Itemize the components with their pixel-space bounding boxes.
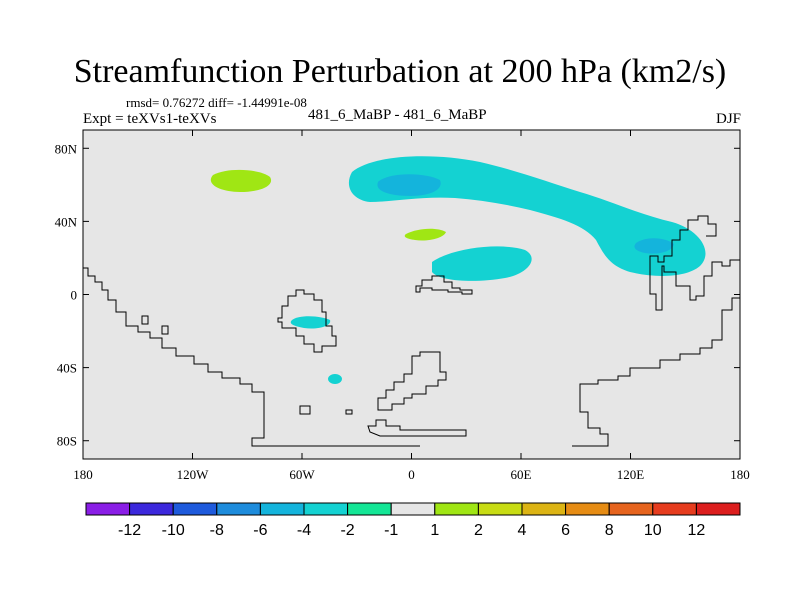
colorbar-label: -4 <box>297 522 311 539</box>
anomaly-south-america-low <box>290 316 331 329</box>
stats-text: rmsd= 0.76272 diff= -1.44991e-08 <box>126 95 307 110</box>
lon-tick-label: 60W <box>289 467 315 482</box>
lon-tick-label: 120W <box>177 467 210 482</box>
colorbar-swatch <box>390 502 436 516</box>
colorbar-label: 10 <box>644 522 662 539</box>
colorbar-swatch <box>259 502 305 516</box>
longitude-axis: 180 120W 60W 0 60E 120E 180 <box>73 130 750 482</box>
anomaly-central-pacific-ridge <box>147 239 214 279</box>
anomaly-north-pacific-high <box>150 151 308 209</box>
colorbar-label: -8 <box>210 522 224 539</box>
case-label: 481_6_MaBP - 481_6_MaBP <box>308 107 487 123</box>
colorbar-label: -2 <box>340 522 354 539</box>
colorbar-swatch <box>608 502 654 516</box>
lat-tick-label: 80N <box>55 141 78 156</box>
lat-tick-label: 40N <box>55 214 78 229</box>
colorbar-label: 4 <box>518 522 527 539</box>
anomaly-southern-ocean-high <box>438 364 540 381</box>
colorbar-label: -6 <box>253 522 267 539</box>
lon-tick-label: 180 <box>73 467 93 482</box>
colorbar-swatch <box>695 502 741 516</box>
anomaly-atlantic-europe-low <box>348 156 706 276</box>
plot-title: Streamfunction Perturbation at 200 hPa (… <box>73 53 727 90</box>
colorbar-label: 6 <box>561 522 570 539</box>
colorbar-label: 12 <box>688 522 706 539</box>
coastlines <box>83 215 740 447</box>
experiment-label: Expt = teXVs1-teXVs <box>83 111 217 127</box>
anomaly-sw-pacific-high <box>600 300 677 343</box>
lon-tick-label: 120E <box>617 467 645 482</box>
colorbar-swatch <box>565 502 610 516</box>
colorbar-swatch <box>434 502 479 516</box>
colorbar-swatch <box>129 502 174 516</box>
anomaly-field <box>83 151 740 447</box>
latitude-axis: 80N 40N 0 40S 80S <box>55 141 740 449</box>
lon-tick-label: 180 <box>730 467 750 482</box>
colorbar-label: -12 <box>118 522 141 539</box>
colorbar-swatch <box>477 502 523 516</box>
lat-tick-label: 40S <box>57 361 77 376</box>
colorbar-swatch <box>303 502 349 516</box>
lat-tick-label: 80S <box>57 434 77 449</box>
season-label: DJF <box>715 111 741 127</box>
colorbar-label: -1 <box>384 522 398 539</box>
colorbar-swatch <box>521 502 567 516</box>
colorbar-swatch <box>172 502 218 516</box>
lat-tick-label: 0 <box>71 288 78 303</box>
colorbar-swatch <box>347 502 392 516</box>
colorbar-swatch <box>216 502 261 516</box>
anomaly-subtropical-atlantic-high <box>315 217 462 278</box>
lon-tick-label: 60E <box>511 467 532 482</box>
colorbar: -12 -10 -8 -6 -4 -2 -1 1 2 4 6 8 10 12 <box>85 502 741 539</box>
anomaly-nw-pacific-high <box>655 181 720 208</box>
colorbar-swatch <box>652 502 697 516</box>
colorbar-label: 2 <box>474 522 483 539</box>
anomaly-north-africa-low <box>432 246 532 281</box>
anomaly-south-atlantic-low <box>328 374 342 384</box>
colorbar-swatch <box>85 502 131 516</box>
colorbar-label: 1 <box>430 522 439 539</box>
colorbar-label: -10 <box>162 522 185 539</box>
colorbar-label: 8 <box>605 522 614 539</box>
lon-tick-label: 0 <box>408 467 415 482</box>
